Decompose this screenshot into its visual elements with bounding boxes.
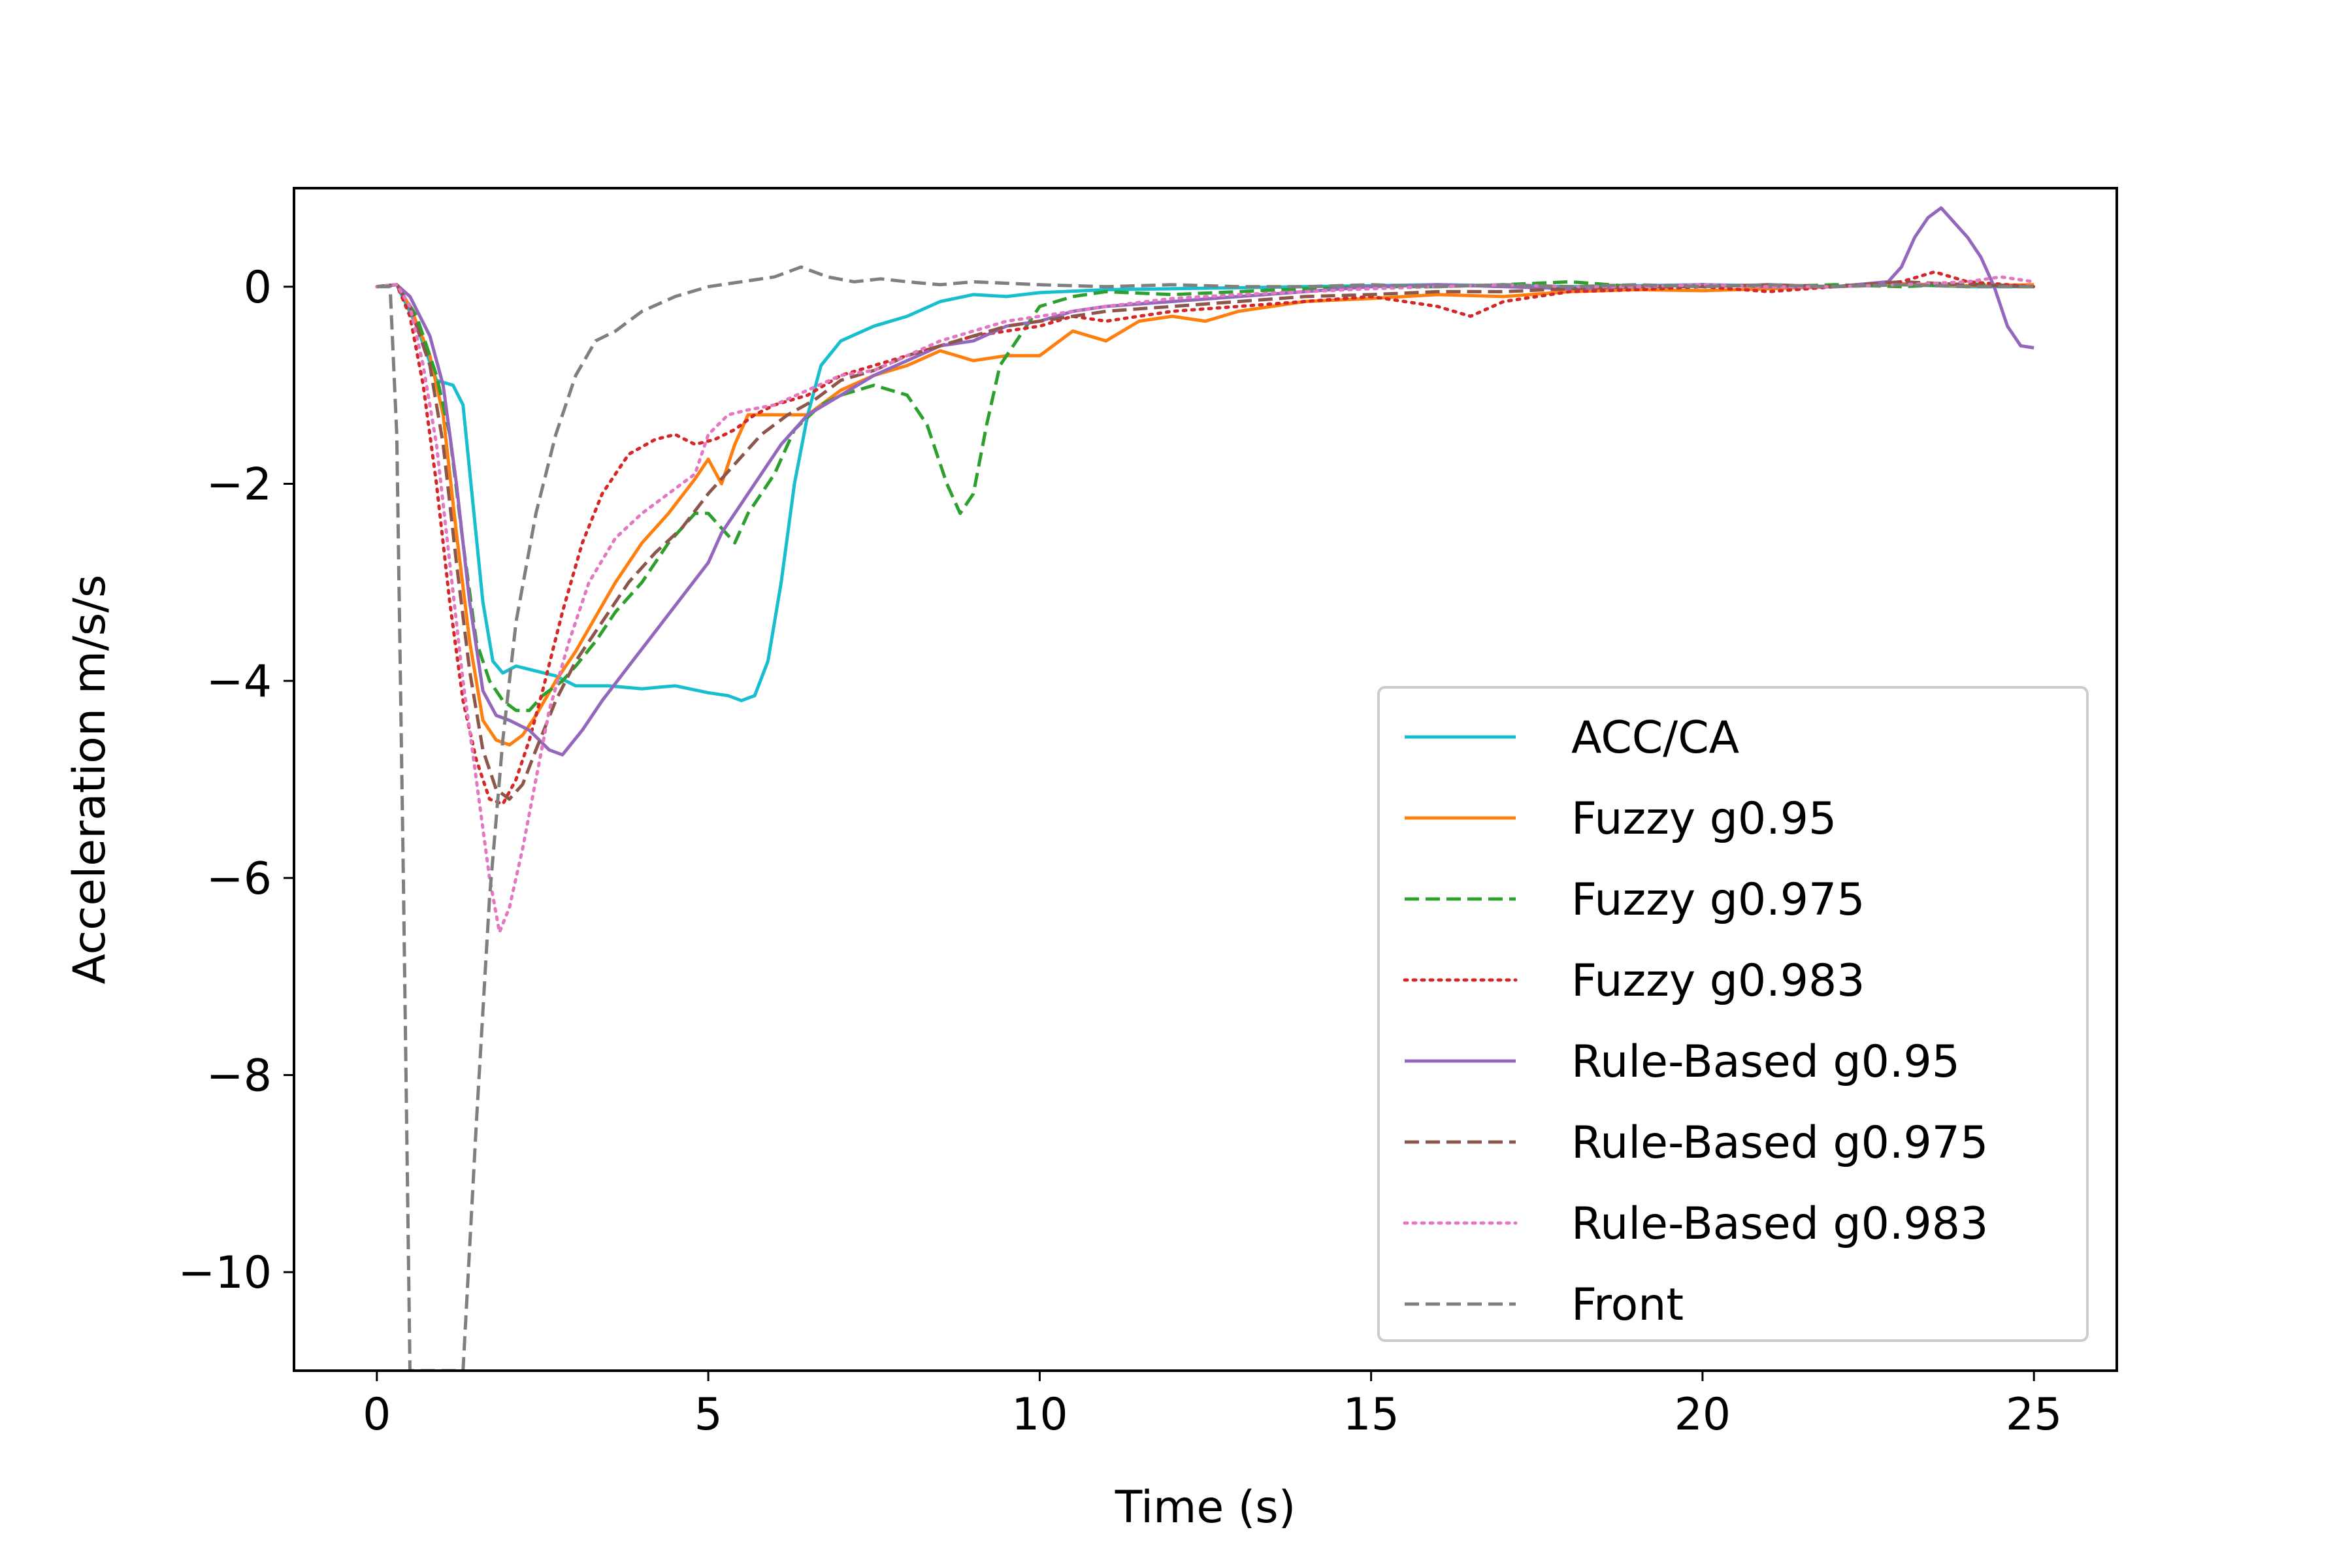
series-line-fuzzy-g0-983 <box>375 270 2036 806</box>
x-tick-label: 10 <box>1011 1389 1068 1441</box>
series-line-front <box>376 265 2034 1371</box>
x-tick-label: 15 <box>1343 1389 1399 1441</box>
series-line-rule-based-g0-975 <box>376 280 2034 801</box>
x-tick-label: 0 <box>363 1389 391 1441</box>
y-tick-label: −10 <box>178 1247 272 1299</box>
legend-label-acc-ca: ACC/CA <box>1571 712 1739 764</box>
y-tick-label: −4 <box>206 656 272 708</box>
y-tick-label: −6 <box>206 853 272 905</box>
series-line-acc-ca <box>376 283 2034 702</box>
legend-label-rule-based-g0-95: Rule-Based g0.95 <box>1571 1036 1960 1088</box>
x-tick-label: 5 <box>694 1389 722 1441</box>
y-axis-label: Acceleration m/s/s <box>64 574 116 984</box>
legend: ACC/CA Fuzzy g0.95 Fuzzy g0.975 Fuzzy g0.98… <box>1377 686 2089 1342</box>
legend-label-fuzzy-g0-975: Fuzzy g0.975 <box>1571 874 1865 926</box>
x-axis-ticks: 0 5 10 15 20 25 <box>363 1371 2062 1441</box>
y-axis-ticks: 0 −2 −4 −6 −8 −10 <box>178 262 294 1299</box>
plot-frame <box>293 187 2118 1372</box>
x-tick-label: 20 <box>1674 1389 1731 1441</box>
plot-lines <box>375 206 2036 1371</box>
series-line-rule-based-g0-95 <box>376 206 2034 757</box>
y-tick-label: −8 <box>206 1051 272 1102</box>
legend-label-rule-based-g0-983: Rule-Based g0.983 <box>1571 1198 1988 1250</box>
x-tick-label: 25 <box>2006 1389 2063 1441</box>
x-axis-label: Time (s) <box>1115 1482 1296 1533</box>
y-tick-label: −2 <box>206 459 272 511</box>
legend-label-rule-based-g0-975: Rule-Based g0.975 <box>1571 1117 1988 1169</box>
legend-box <box>1377 686 2089 1342</box>
legend-label-fuzzy-g0-983: Fuzzy g0.983 <box>1571 955 1865 1007</box>
legend-label-front: Front <box>1571 1279 1684 1331</box>
y-tick-label: 0 <box>244 262 272 314</box>
legend-label-fuzzy-g0-95: Fuzzy g0.95 <box>1571 793 1837 845</box>
